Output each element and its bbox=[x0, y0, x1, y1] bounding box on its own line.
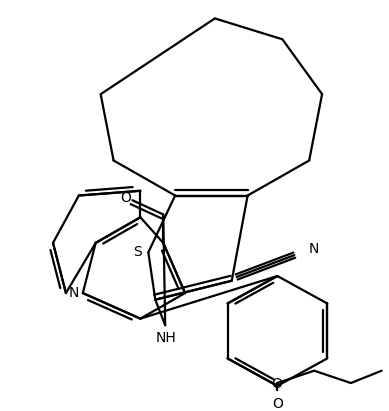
Text: S: S bbox=[133, 245, 142, 259]
Text: N: N bbox=[69, 286, 79, 300]
Text: NH: NH bbox=[156, 331, 177, 345]
Text: O: O bbox=[120, 191, 131, 206]
Text: N: N bbox=[309, 242, 319, 256]
Text: O: O bbox=[272, 397, 283, 411]
Text: O: O bbox=[272, 377, 282, 391]
